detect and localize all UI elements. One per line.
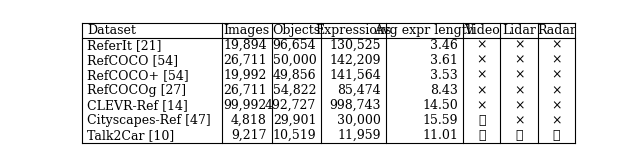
Text: 10,519: 10,519 bbox=[273, 129, 316, 142]
Text: Avg expr length: Avg expr length bbox=[374, 24, 475, 37]
Text: 19,992: 19,992 bbox=[223, 69, 267, 82]
Text: 3.61: 3.61 bbox=[430, 54, 458, 67]
Text: 50,000: 50,000 bbox=[273, 54, 316, 67]
Text: ×: × bbox=[476, 69, 487, 82]
Text: ×: × bbox=[551, 84, 562, 97]
Text: Lidar: Lidar bbox=[502, 24, 536, 37]
Text: ✓: ✓ bbox=[552, 129, 560, 142]
Text: 3.46: 3.46 bbox=[430, 39, 458, 52]
Text: 9,217: 9,217 bbox=[231, 129, 267, 142]
Text: Images: Images bbox=[223, 24, 269, 37]
Text: ✓: ✓ bbox=[515, 129, 523, 142]
Text: ×: × bbox=[476, 99, 487, 112]
Text: ×: × bbox=[476, 84, 487, 97]
Text: ×: × bbox=[514, 99, 524, 112]
Text: 19,894: 19,894 bbox=[223, 39, 267, 52]
Text: 54,822: 54,822 bbox=[273, 84, 316, 97]
Text: RefCOCOg [27]: RefCOCOg [27] bbox=[88, 84, 187, 97]
Text: 492,727: 492,727 bbox=[265, 99, 316, 112]
Text: 4,818: 4,818 bbox=[230, 114, 267, 127]
Text: 142,209: 142,209 bbox=[330, 54, 381, 67]
Text: 49,856: 49,856 bbox=[273, 69, 316, 82]
Text: 85,474: 85,474 bbox=[337, 84, 381, 97]
Text: 26,711: 26,711 bbox=[223, 84, 267, 97]
Text: 29,901: 29,901 bbox=[273, 114, 316, 127]
Text: ×: × bbox=[514, 69, 524, 82]
Text: ×: × bbox=[551, 39, 562, 52]
Text: 99,992: 99,992 bbox=[223, 99, 267, 112]
Text: 3.53: 3.53 bbox=[430, 69, 458, 82]
Text: ReferIt [21]: ReferIt [21] bbox=[88, 39, 162, 52]
Text: ×: × bbox=[551, 54, 562, 67]
Text: 11,959: 11,959 bbox=[337, 129, 381, 142]
Text: Objects: Objects bbox=[273, 24, 321, 37]
Text: 14.50: 14.50 bbox=[422, 99, 458, 112]
Text: 130,525: 130,525 bbox=[330, 39, 381, 52]
Text: RefCOCO [54]: RefCOCO [54] bbox=[88, 54, 179, 67]
Text: Radar: Radar bbox=[537, 24, 576, 37]
Text: 96,654: 96,654 bbox=[273, 39, 316, 52]
Text: Video: Video bbox=[464, 24, 500, 37]
Text: Dataset: Dataset bbox=[88, 24, 136, 37]
Text: ×: × bbox=[476, 39, 487, 52]
Text: ×: × bbox=[514, 39, 524, 52]
Text: ×: × bbox=[514, 84, 524, 97]
Text: 26,711: 26,711 bbox=[223, 54, 267, 67]
Text: 8.43: 8.43 bbox=[430, 84, 458, 97]
Text: Talk2Car [10]: Talk2Car [10] bbox=[88, 129, 175, 142]
Text: ×: × bbox=[551, 99, 562, 112]
Text: ✓: ✓ bbox=[478, 129, 486, 142]
Text: ×: × bbox=[514, 114, 524, 127]
Text: 998,743: 998,743 bbox=[330, 99, 381, 112]
Text: ×: × bbox=[551, 69, 562, 82]
Text: 141,564: 141,564 bbox=[329, 69, 381, 82]
Text: 11.01: 11.01 bbox=[422, 129, 458, 142]
Text: 15.59: 15.59 bbox=[422, 114, 458, 127]
Text: ×: × bbox=[551, 114, 562, 127]
Text: 30,000: 30,000 bbox=[337, 114, 381, 127]
Text: ✓: ✓ bbox=[478, 114, 486, 127]
Text: ×: × bbox=[476, 54, 487, 67]
Text: Cityscapes-Ref [47]: Cityscapes-Ref [47] bbox=[88, 114, 211, 127]
Text: CLEVR-Ref [14]: CLEVR-Ref [14] bbox=[88, 99, 188, 112]
Text: RefCOCO+ [54]: RefCOCO+ [54] bbox=[88, 69, 189, 82]
Text: ×: × bbox=[514, 54, 524, 67]
Text: Expressions: Expressions bbox=[316, 24, 392, 37]
